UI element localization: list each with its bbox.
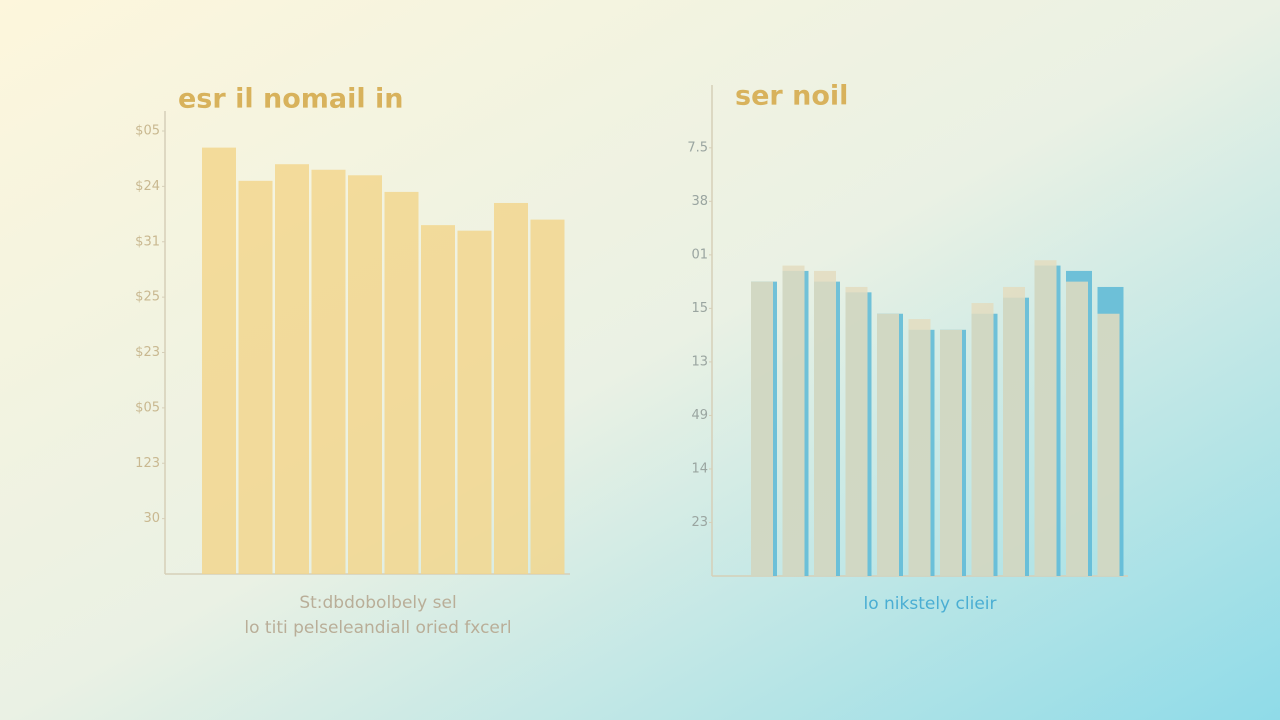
chart-title: ser noil bbox=[735, 81, 848, 112]
bar bbox=[908, 319, 931, 576]
y-tick-label: 7.5 bbox=[687, 140, 708, 155]
bar bbox=[1097, 313, 1120, 576]
y-tick-label: 01 bbox=[691, 247, 708, 262]
bar bbox=[940, 329, 962, 576]
bar bbox=[384, 191, 419, 574]
bar bbox=[1003, 286, 1025, 576]
y-tick-label: $05 bbox=[135, 124, 160, 139]
bar bbox=[311, 169, 346, 574]
chart-title: esr il nomail in bbox=[178, 84, 404, 115]
x-axis-label: lo titi pelseleandiall oried fxcerl bbox=[244, 618, 511, 638]
bar bbox=[814, 270, 836, 576]
y-tick-label: 38 bbox=[691, 194, 708, 209]
bar bbox=[275, 164, 309, 574]
bar bbox=[457, 230, 492, 575]
y-tick-label: $25 bbox=[135, 290, 160, 305]
bar bbox=[1066, 281, 1088, 576]
bar bbox=[494, 202, 528, 575]
y-tick-label: 30 bbox=[143, 511, 160, 526]
bar bbox=[202, 147, 236, 575]
bar bbox=[782, 265, 805, 576]
y-tick-label: 14 bbox=[691, 461, 708, 476]
x-axis-label: St:dbdobolbely sel bbox=[299, 593, 456, 613]
bar bbox=[971, 303, 994, 576]
y-tick-label: $23 bbox=[135, 345, 160, 360]
x-axis-label: lo nikstely clieir bbox=[863, 594, 996, 614]
y-tick-label: 49 bbox=[691, 408, 708, 423]
bar bbox=[845, 286, 868, 576]
bar bbox=[238, 180, 273, 574]
y-tick-label: $05 bbox=[135, 400, 160, 415]
y-tick-label: 15 bbox=[691, 301, 708, 316]
bar bbox=[348, 175, 382, 575]
y-tick-label: 13 bbox=[691, 354, 708, 369]
y-tick-label: 23 bbox=[691, 515, 708, 530]
y-tick-label: 123 bbox=[135, 456, 160, 471]
bar bbox=[1034, 260, 1057, 576]
bar bbox=[877, 313, 899, 576]
bar bbox=[421, 225, 455, 574]
bar bbox=[530, 219, 565, 574]
bar bbox=[751, 281, 773, 576]
y-tick-label: $31 bbox=[135, 234, 160, 249]
y-tick-label: $24 bbox=[135, 179, 160, 194]
